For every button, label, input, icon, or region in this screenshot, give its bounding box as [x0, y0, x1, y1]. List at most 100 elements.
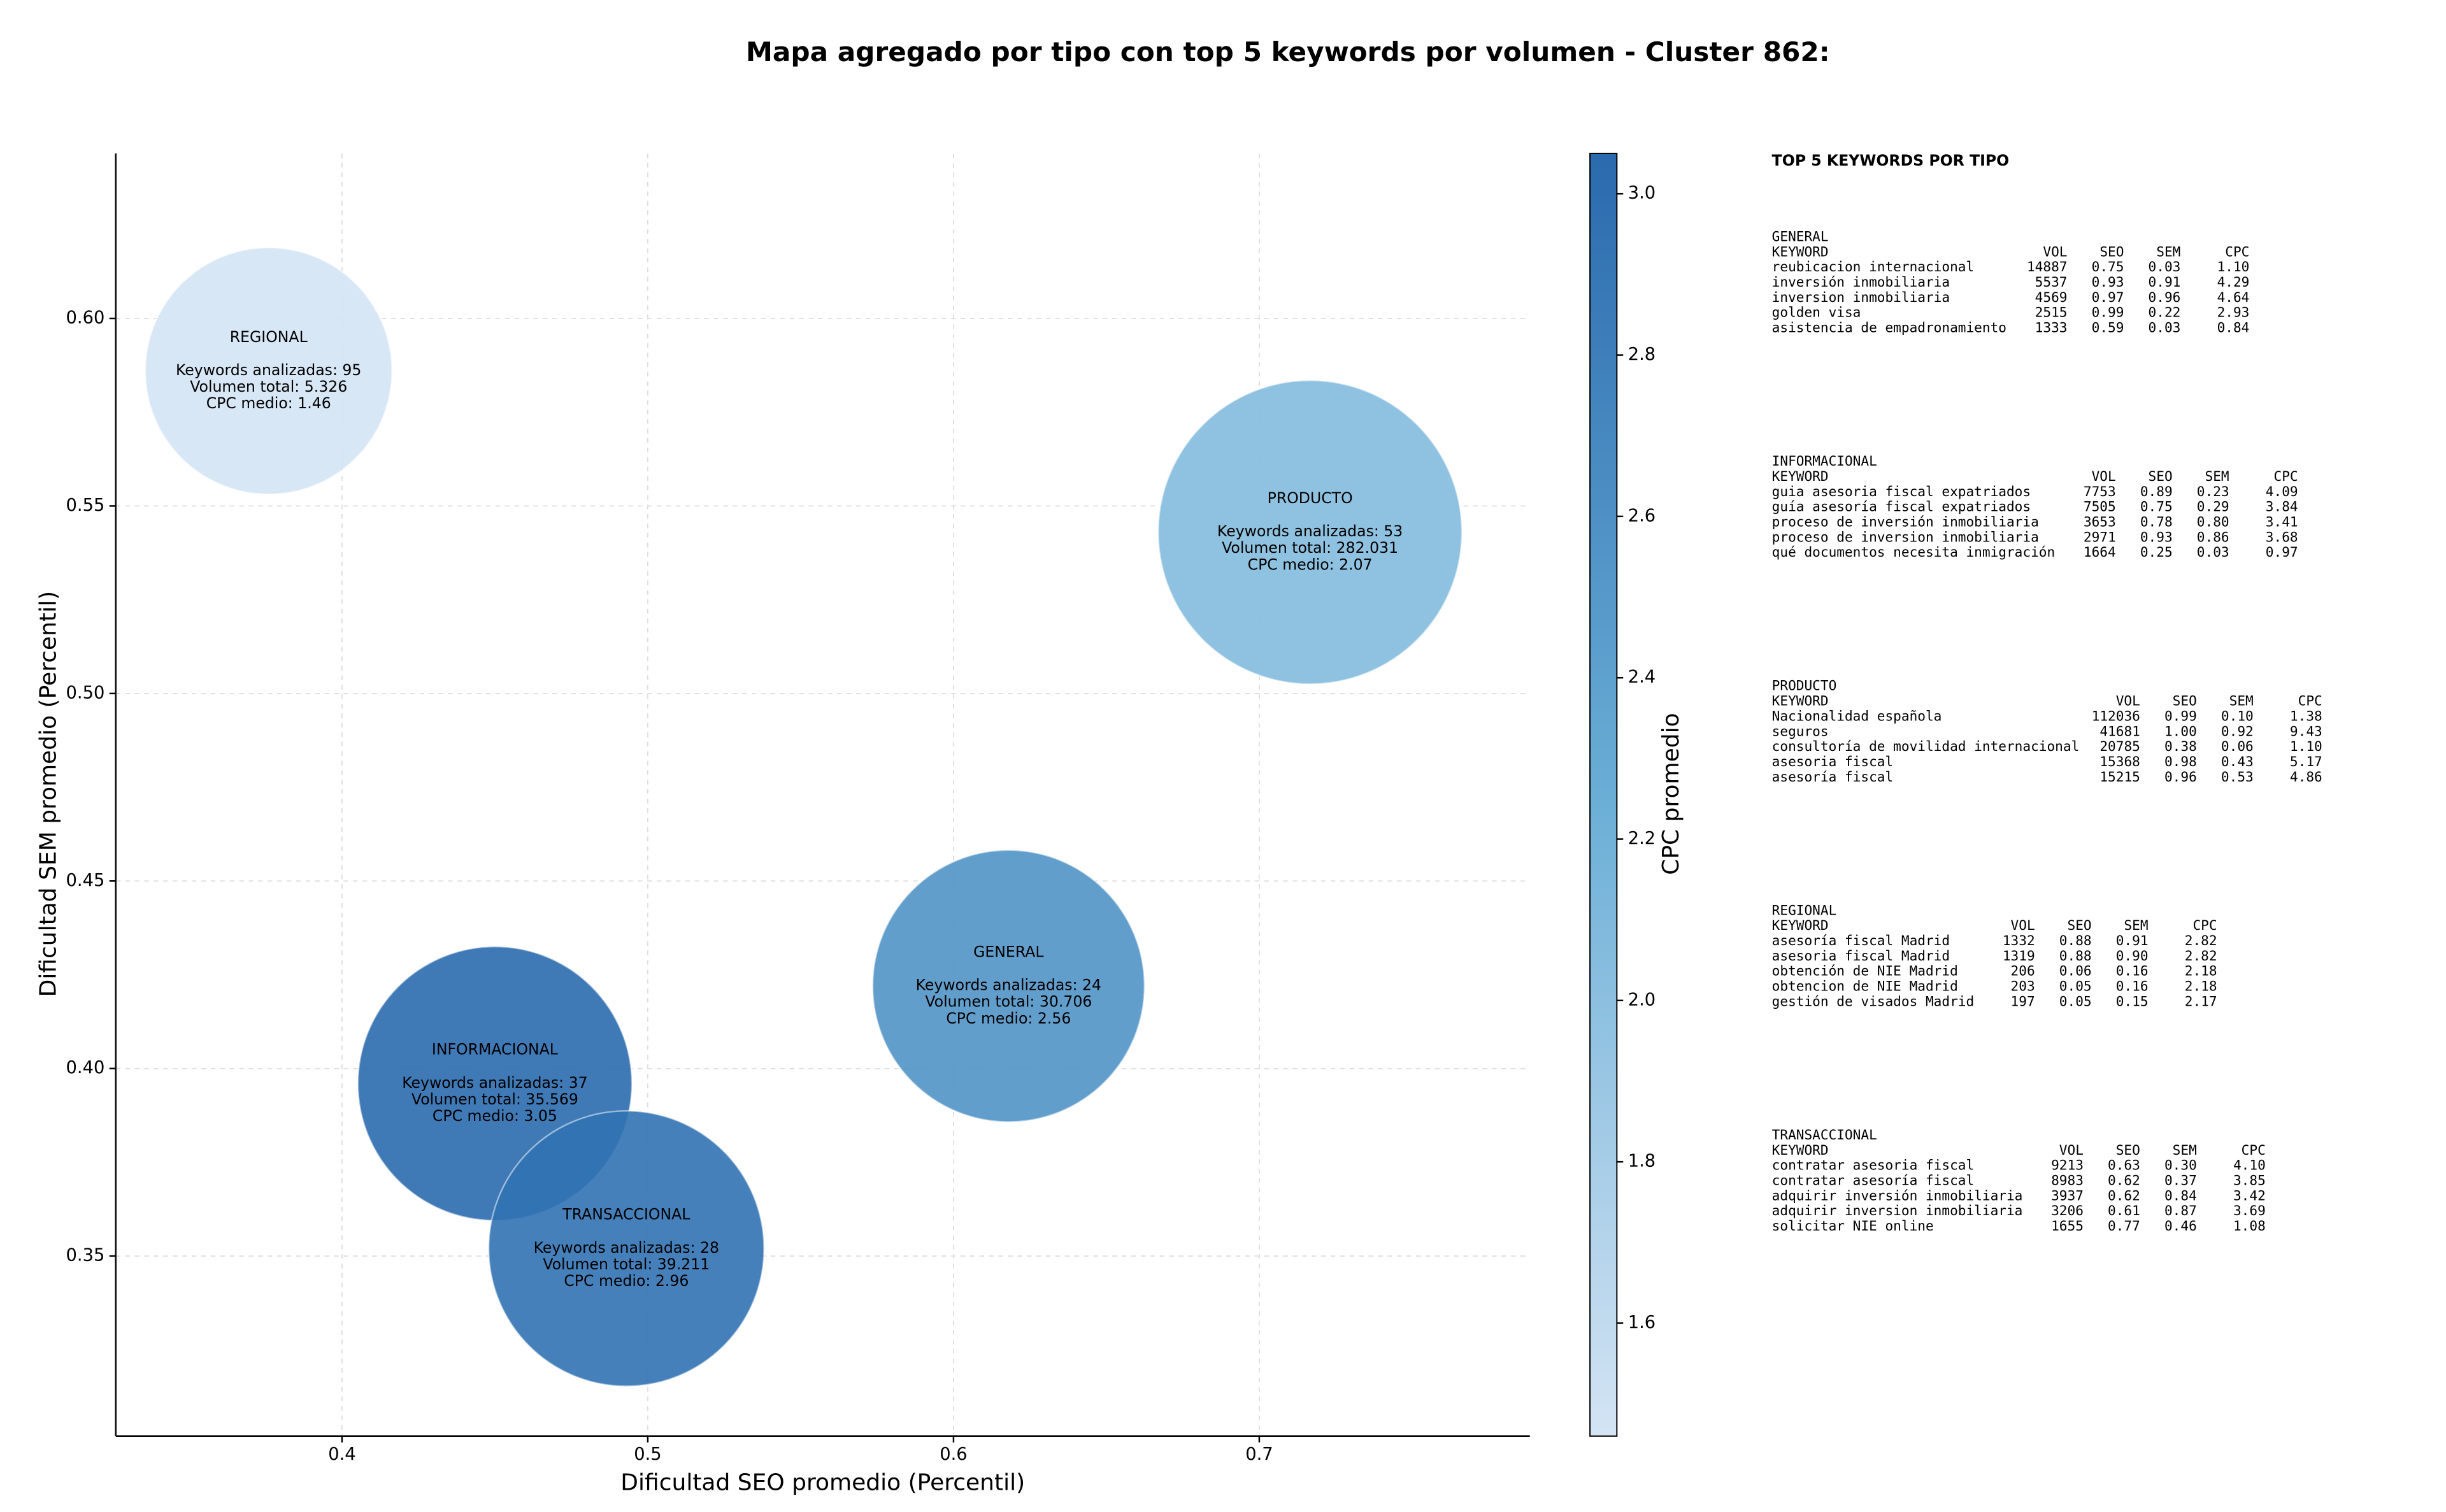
table-cell: 0.99 — [2092, 304, 2124, 320]
colorbar-tick-label: 2.2 — [1628, 829, 1656, 848]
table-cell: Nacionalidad española — [1772, 708, 1942, 724]
y-axis-label: Dificultad SEM promedio (Percentil) — [35, 591, 61, 997]
table-cell: 15368 — [2099, 753, 2140, 769]
bubble — [871, 849, 1146, 1123]
table-header: CPC — [2242, 1142, 2266, 1158]
table-cell: 203 — [2011, 978, 2035, 994]
table-cell: 1333 — [2035, 320, 2068, 336]
table-cell: 0.63 — [2108, 1157, 2140, 1173]
axes: 0.4 0.5 0.6 0.7 0.35 0.40 0.45 0.50 0.55 0.60 1.6 1… — [66, 152, 1656, 1464]
bubble-name: PRODUCTO — [1268, 489, 1353, 507]
table-cell: 0.43 — [2221, 753, 2254, 769]
table-cell: 0.16 — [2116, 978, 2149, 994]
table-cell: 0.93 — [2140, 529, 2173, 545]
table-header: VOL — [2116, 693, 2140, 709]
table-cell: 0.06 — [2059, 963, 2092, 979]
table-cell: 0.22 — [2149, 304, 2181, 320]
bubble-keywords: Keywords analizadas: 24 — [916, 976, 1101, 994]
table-cell: 0.03 — [2197, 544, 2229, 560]
table-cell: 0.15 — [2116, 993, 2149, 1009]
table-cell: guia asesoria fiscal expatriados — [1772, 483, 2031, 499]
table-cell: 8983 — [2051, 1173, 2084, 1188]
bubble-keywords: Keywords analizadas: 37 — [402, 1074, 587, 1092]
table-cell: 0.61 — [2108, 1202, 2140, 1218]
table-cell: golden visa — [1772, 304, 1861, 320]
colorbar-tick-label: 2.0 — [1628, 990, 1656, 1009]
bubble-volume: Volumen total: 5.326 — [190, 378, 347, 396]
table-cell: asesoría fiscal — [1772, 769, 1894, 785]
colorbar-tick-label: 1.6 — [1628, 1313, 1656, 1332]
table-cell: guía asesoría fiscal expatriados — [1772, 499, 2031, 515]
table-cell: 0.25 — [2140, 544, 2173, 560]
table-header: KEYWORD — [1772, 243, 1829, 259]
chart-title: Mapa agregado por tipo con top 5 keyword… — [746, 36, 1830, 68]
y-tick-label: 0.35 — [66, 1246, 105, 1266]
y-tick-label: 0.55 — [66, 496, 105, 515]
bubble-keywords: Keywords analizadas: 95 — [176, 361, 361, 379]
table-cell: 3.85 — [2233, 1173, 2266, 1188]
table-header: VOL — [2092, 468, 2116, 484]
table-cell: 3206 — [2051, 1202, 2084, 1218]
table-cell: 4.29 — [2217, 274, 2250, 290]
bubble-name: INFORMACIONAL — [432, 1041, 559, 1059]
table-header: SEO — [2149, 468, 2173, 484]
table-cell: 2971 — [2084, 529, 2116, 545]
table-cell: adquirir inversión inmobiliaria — [1772, 1187, 2023, 1203]
table-cell: proceso de inversion inmobiliaria — [1772, 529, 2039, 545]
colorbar-label: CPC promedio — [1658, 713, 1684, 874]
colorbar-tick-label: 2.4 — [1628, 667, 1656, 687]
section-title: REGIONAL — [1772, 902, 1837, 918]
table-cell: 3.84 — [2266, 499, 2298, 515]
bubble — [1157, 379, 1463, 685]
table-cell: 3653 — [2084, 513, 2116, 529]
bubble-cpc: CPC medio: 2.56 — [946, 1009, 1071, 1027]
table-cell: 0.75 — [2092, 259, 2124, 275]
table-cell: 7753 — [2084, 483, 2116, 499]
table-cell: proceso de inversión inmobiliaria — [1772, 513, 2039, 529]
table-cell: 0.93 — [2092, 274, 2124, 290]
table-cell: asesoría fiscal Madrid — [1772, 932, 1950, 948]
x-tick-label: 0.4 — [328, 1444, 355, 1464]
table-cell: 14887 — [2027, 259, 2068, 275]
table-cell: 1.10 — [2290, 738, 2322, 754]
table-header: VOL — [2043, 243, 2067, 259]
table-header: CPC — [2298, 693, 2322, 709]
table-header: KEYWORD — [1772, 468, 1829, 484]
x-tick-label: 0.6 — [940, 1444, 967, 1464]
table-cell: 2.93 — [2217, 304, 2250, 320]
table-cell: 4.64 — [2217, 289, 2250, 305]
table-cell: 0.97 — [2092, 289, 2124, 305]
table-header: KEYWORD — [1772, 917, 1829, 933]
table-cell: 112036 — [2092, 708, 2140, 724]
x-tick-label: 0.7 — [1245, 1444, 1273, 1464]
table-cell: 0.88 — [2059, 932, 2092, 948]
table-cell: 197 — [2011, 993, 2035, 1009]
table-cell: qué documentos necesita inmigración — [1772, 544, 2055, 560]
table-header: SEO — [2116, 1142, 2140, 1158]
table-cell: 7505 — [2084, 499, 2116, 515]
bubble — [487, 1109, 765, 1387]
table-cell: 0.89 — [2140, 483, 2173, 499]
table-cell: 1319 — [2003, 948, 2035, 964]
table-cell: 41681 — [2099, 723, 2140, 739]
table-cell: gestión de visados Madrid — [1772, 993, 1975, 1009]
table-cell: 2.82 — [2185, 948, 2217, 964]
table-cell: 3.68 — [2266, 529, 2298, 545]
table-cell: 0.96 — [2164, 769, 2197, 785]
table-cell: 0.29 — [2197, 499, 2229, 515]
table-cell: 9213 — [2051, 1157, 2084, 1173]
table-cell: 0.05 — [2059, 993, 2092, 1009]
y-tick-label: 0.60 — [66, 308, 105, 327]
colorbar — [1589, 152, 1618, 1437]
table-cell: 1.10 — [2217, 259, 2250, 275]
table-cell: 0.23 — [2197, 483, 2229, 499]
section-title: GENERAL — [1772, 228, 1829, 244]
table-cell: 0.80 — [2197, 513, 2229, 529]
y-tick-label: 0.45 — [66, 871, 105, 890]
table-cell: 0.37 — [2164, 1173, 2197, 1188]
table-cell: 3937 — [2051, 1187, 2084, 1203]
table-cell: 0.88 — [2059, 948, 2092, 964]
table-cell: 0.10 — [2221, 708, 2254, 724]
table-cell: 2.17 — [2185, 993, 2217, 1009]
